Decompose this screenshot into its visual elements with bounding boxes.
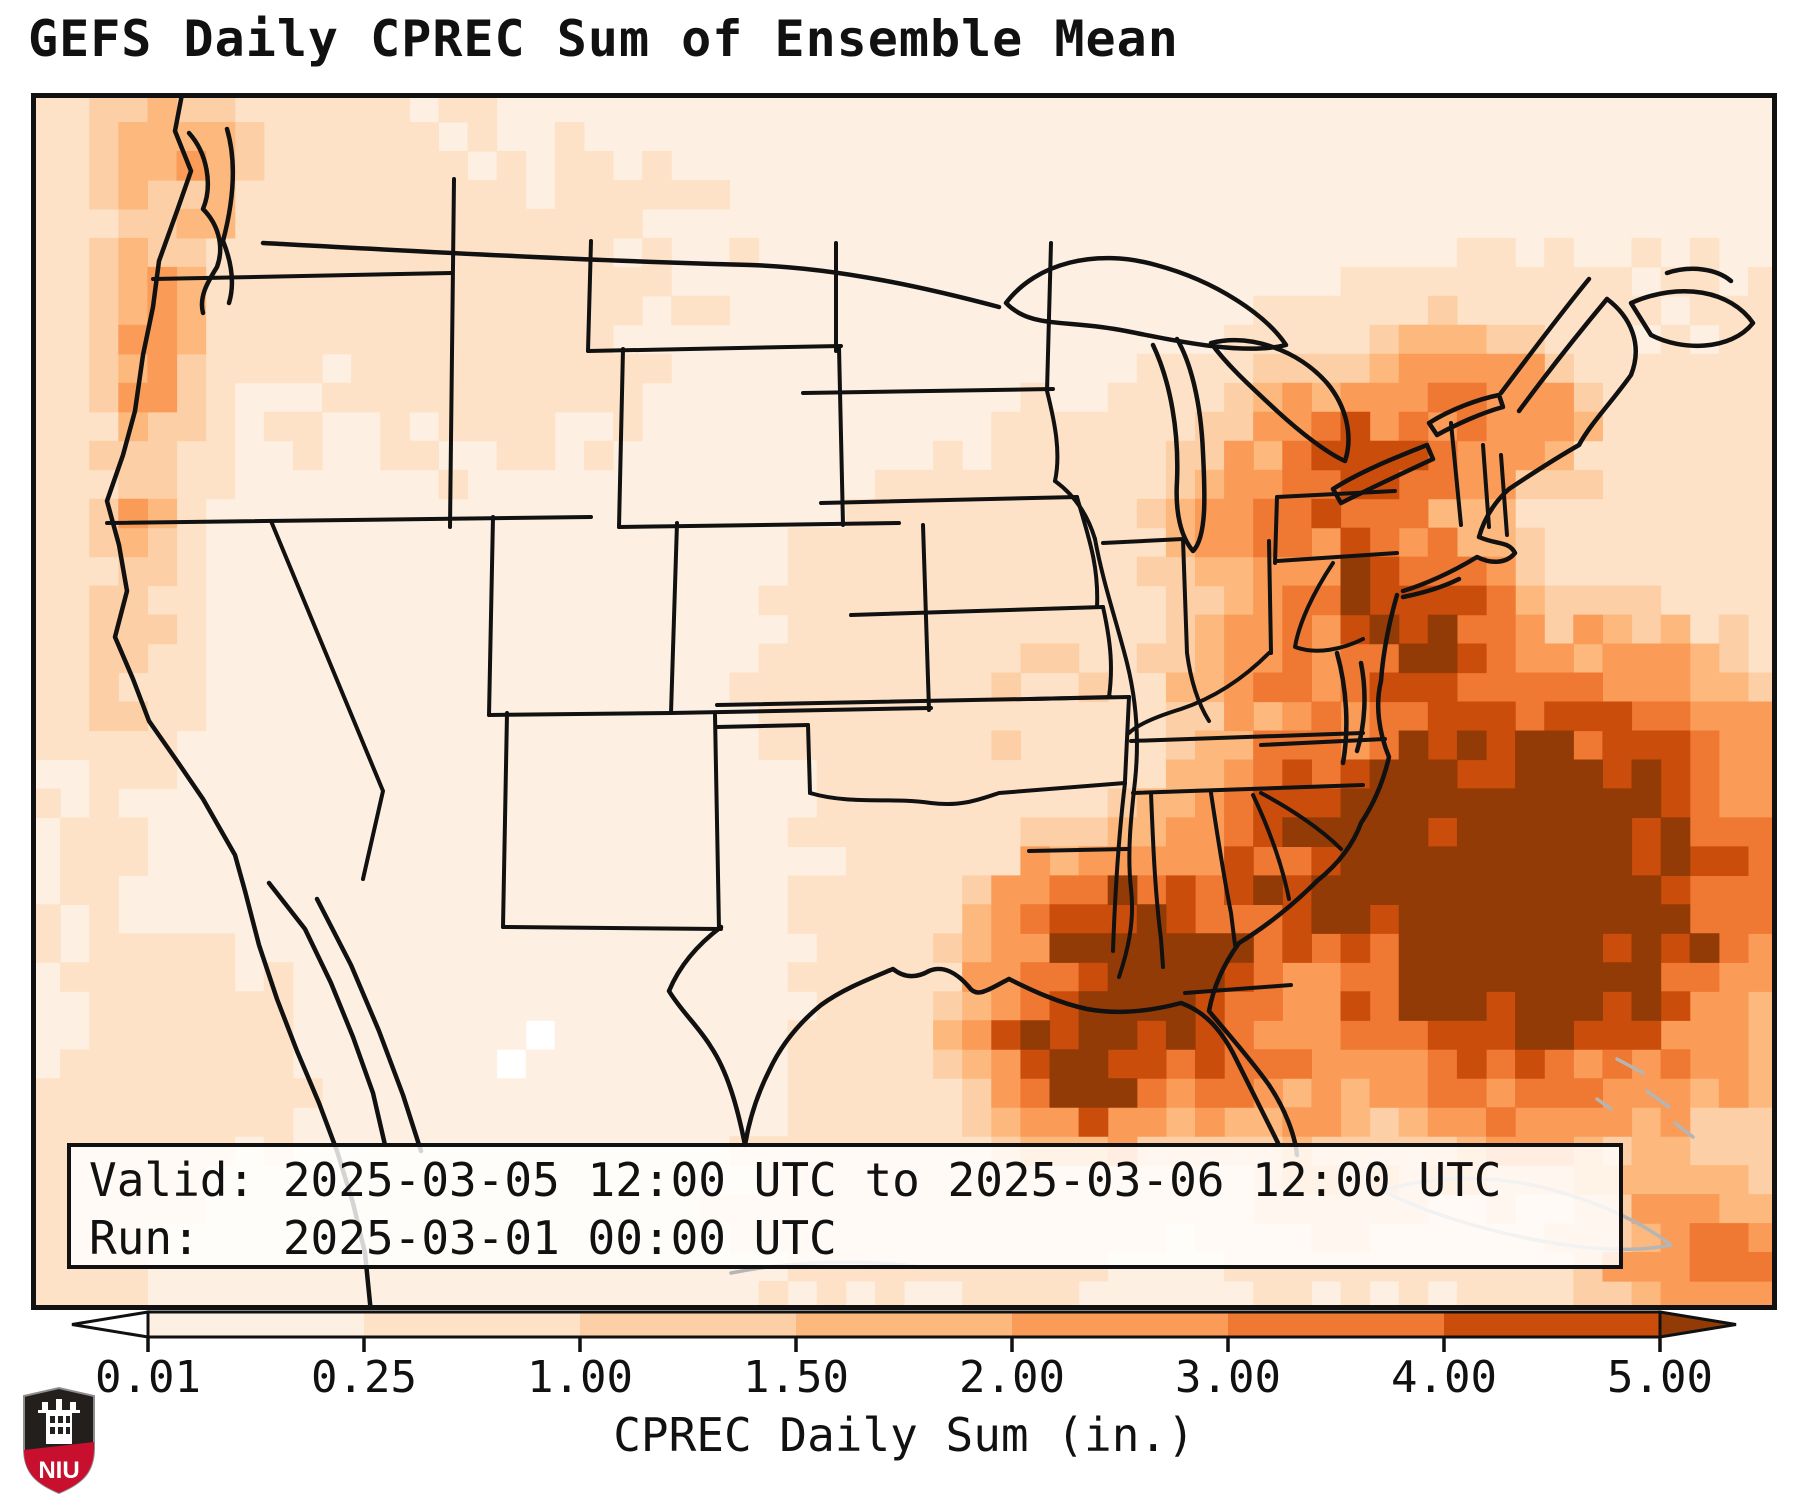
lake-huron — [1208, 338, 1351, 464]
rio-grande-border — [666, 924, 748, 1148]
colorbar-tick-label: 1.00 — [527, 1352, 633, 1403]
precip-bin-2 — [89, 93, 1777, 1310]
colorbar-axis-label: CPREC Daily Sum (in.) — [613, 1408, 1195, 1462]
niu-shield-red-band — [24, 1442, 94, 1493]
colorbar-tick-labels: 0.01 0.25 1.00 1.50 2.00 3.00 4.00 5.00 — [0, 1352, 1803, 1404]
map-canvas — [31, 93, 1777, 1310]
colorbar-right-arrow — [1658, 1310, 1737, 1339]
colorbar-segment-1 — [364, 1312, 580, 1337]
gulf-of-california — [266, 880, 424, 1154]
precip-bin-7 — [1020, 556, 1720, 1108]
pacific-coastline — [104, 93, 373, 1310]
lake-michigan — [1150, 336, 1207, 554]
niu-logo: NIU — [23, 1386, 95, 1495]
valid-time-text: Valid: 2025-03-05 12:00 UTC to 2025-03-0… — [89, 1153, 1502, 1207]
colorbar-tick-label: 4.00 — [1391, 1352, 1497, 1403]
precipitation-map — [31, 93, 1777, 1310]
lake-superior — [1003, 255, 1289, 351]
gulf-coastline — [742, 966, 1012, 1148]
nova-scotia — [1628, 266, 1756, 349]
us-borders — [104, 93, 1756, 1310]
niu-logo-text: NIU — [38, 1457, 79, 1484]
colorbar-tick-label: 0.25 — [311, 1352, 417, 1403]
map-frame — [31, 93, 1777, 1310]
northeast-coastline — [1400, 296, 1638, 594]
bahamas-outline — [1595, 1057, 1695, 1139]
precip-bin-0 — [31, 93, 1777, 1310]
state-borders — [105, 177, 1509, 995]
colorbar-segment-0 — [148, 1312, 364, 1337]
puget-sound — [186, 126, 235, 316]
run-time-text: Run: 2025-03-01 00:00 UTC — [89, 1211, 837, 1265]
colorbar-tick-label: 3.00 — [1175, 1352, 1281, 1403]
colorbar-segment-5 — [1228, 1312, 1444, 1337]
info-box: Valid: 2025-03-05 12:00 UTC to 2025-03-0… — [67, 1143, 1623, 1269]
st-lawrence-river — [1498, 276, 1610, 414]
page-title: GEFS Daily CPREC Sum of Ensemble Mean — [28, 10, 1179, 68]
colorbar-segment-2 — [580, 1312, 796, 1337]
colorbar-tick-label: 1.50 — [743, 1352, 849, 1403]
colorbar-left-arrow — [71, 1310, 150, 1339]
colorbar-tick-label: 0.01 — [95, 1352, 201, 1403]
florida-gulf-coastline — [1006, 976, 1282, 1148]
colorbar-tick-label: 2.00 — [959, 1352, 1065, 1403]
colorbar-segment-4 — [1012, 1312, 1228, 1337]
long-island — [1400, 576, 1462, 600]
colorbar — [71, 1310, 1737, 1352]
canada-border — [260, 240, 1002, 310]
chesapeake-bay — [1334, 650, 1367, 766]
atlantic-coastline — [1206, 592, 1400, 1158]
colorbar-outline — [146, 1310, 1662, 1339]
colorbar-segment-6 — [1444, 1312, 1660, 1337]
colorbar-segment-3 — [796, 1312, 1012, 1337]
niu-castle-windows — [50, 1416, 70, 1434]
colorbar-tick-label: 5.00 — [1607, 1352, 1713, 1403]
